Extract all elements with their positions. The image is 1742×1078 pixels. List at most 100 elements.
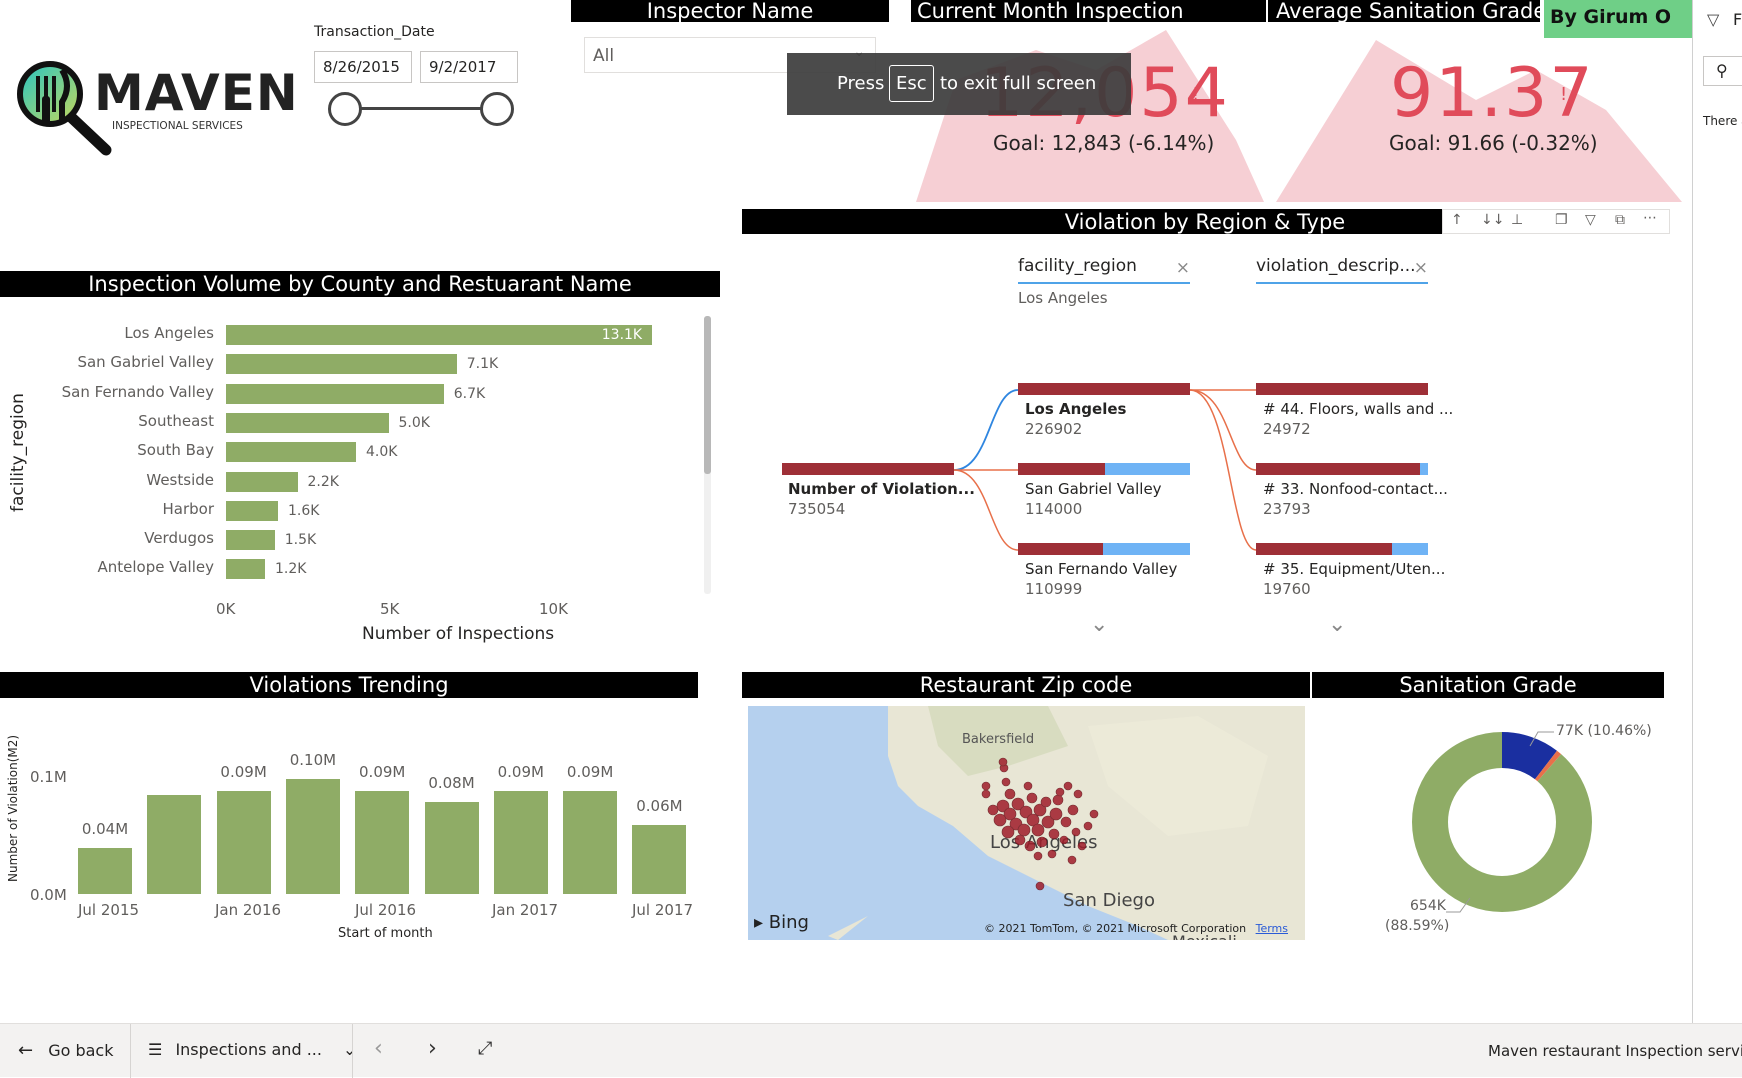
filter-icon[interactable]: ▽ <box>1585 212 1596 228</box>
decomp-regions-more-icon[interactable]: ⌄ <box>1090 612 1109 637</box>
trend-xlabel: Start of month <box>338 926 433 941</box>
donut-slice[interactable] <box>1412 732 1592 912</box>
trend-bar[interactable] <box>285 779 340 894</box>
filter-search-box[interactable]: ⚲ <box>1703 56 1742 86</box>
previous-page-icon[interactable]: ‹ <box>374 1036 383 1061</box>
decomp-type-value-0: 24972 <box>1263 420 1311 438</box>
next-page-icon[interactable]: › <box>428 1036 437 1061</box>
close-icon[interactable]: × <box>1413 258 1428 278</box>
map-canvas[interactable]: Bakersfield Los Angeles San Diego Mexica… <box>748 706 1305 940</box>
inspector-dropdown[interactable]: All ⌄ <box>584 37 876 73</box>
volume-xtick-0: 0K <box>216 600 236 618</box>
bing-icon: ▸ <box>754 912 764 933</box>
chevron-down-icon: ⌄ <box>343 1040 357 1059</box>
drill-up-icon[interactable]: ↑ <box>1451 212 1463 228</box>
drill-down-icon[interactable]: ↓↓ <box>1481 212 1505 228</box>
decomp-filter-region[interactable]: facility_region × <box>1018 256 1190 284</box>
volume-bar[interactable] <box>226 412 389 433</box>
go-back-button[interactable]: ← Go back <box>18 1040 113 1061</box>
volume-category-label: San Fernando Valley <box>61 382 214 401</box>
trend-data-label: 0.09M <box>359 762 406 781</box>
date-start-input[interactable]: 8/26/2015 <box>314 51 412 83</box>
trend-header: Violations Trending <box>0 672 698 698</box>
bing-logo: ▸ Bing <box>754 912 809 933</box>
donut-label-big-1: 654K <box>1410 898 1446 914</box>
trend-xtick-0: Jul 2015 <box>78 901 140 919</box>
expand-hierarchy-icon[interactable]: ⊥ <box>1511 212 1524 228</box>
volume-bar[interactable] <box>226 530 275 551</box>
trend-bar[interactable] <box>216 790 271 894</box>
volume-bar[interactable] <box>226 442 356 463</box>
kpi-grade-goal: Goal: 91.66 (-0.32%) <box>1389 131 1598 155</box>
volume-bar[interactable] <box>226 559 265 580</box>
volume-xtick-2: 10K <box>539 600 568 618</box>
filter-pane[interactable]: ▽ F ⚲ There a <box>1692 0 1742 1023</box>
trend-bar[interactable] <box>78 848 132 894</box>
focus-mode-icon[interactable]: ⧉ <box>1615 212 1625 228</box>
volume-category-label: Los Angeles <box>124 324 214 342</box>
trend-bar[interactable] <box>563 790 618 894</box>
more-options-icon[interactable]: ⋯ <box>1643 210 1657 226</box>
decomp-type-bar-2[interactable] <box>1256 543 1392 555</box>
volume-category-label: Westside <box>146 470 214 489</box>
filter-pane-icon[interactable]: ▽ <box>1707 10 1720 29</box>
volume-bar[interactable] <box>226 500 278 521</box>
volume-scrollbar[interactable] <box>704 316 711 594</box>
volume-bar[interactable] <box>226 325 652 345</box>
volume-data-label: 2.2K <box>307 473 339 490</box>
volume-bar[interactable] <box>226 383 444 404</box>
author-label: By Girum O <box>1550 6 1672 28</box>
kpi-current-flag: ! <box>1192 84 1200 105</box>
decomp-region-bar-2[interactable] <box>1018 543 1103 555</box>
page-selector[interactable]: ☰ Inspections and ... ⌄ <box>148 1040 356 1059</box>
bottom-nav-bar: ← Go back ☰ Inspections and ... ⌄ ‹ › ⤢ … <box>0 1023 1742 1078</box>
donut-chart <box>1412 732 1592 912</box>
volume-scroll-thumb[interactable] <box>704 316 711 474</box>
decomp-root-bar[interactable] <box>782 463 954 475</box>
go-back-label: Go back <box>48 1041 114 1060</box>
date-range-track <box>346 107 496 110</box>
volume-category-label: San Gabriel Valley <box>77 353 214 372</box>
trend-bar[interactable] <box>493 790 548 894</box>
divider <box>352 1024 353 1078</box>
volume-bar[interactable] <box>226 354 457 375</box>
trend-bar[interactable] <box>424 802 479 894</box>
date-end-handle[interactable] <box>480 92 514 126</box>
map-terms-link[interactable]: Terms <box>1255 922 1288 935</box>
copy-icon[interactable]: ❐ <box>1555 212 1568 228</box>
trend-bar[interactable] <box>632 825 687 894</box>
decomp-type-bar-1[interactable] <box>1256 463 1420 475</box>
volume-plot: Los Angeles 13.1K San Gabriel Valley 7.1K Sa… <box>0 310 700 600</box>
map-city-mexicali: Mexicali <box>1172 932 1237 940</box>
decomp-region-value-1: 114000 <box>1025 500 1083 518</box>
volume-data-label: 13.1K <box>601 327 643 343</box>
inspector-value: All <box>593 46 615 66</box>
close-icon[interactable]: × <box>1175 258 1190 278</box>
volume-category-label: Verdugos <box>144 529 214 548</box>
decomp-region-bar-1[interactable] <box>1018 463 1105 475</box>
trend-bar[interactable] <box>355 790 410 894</box>
volume-data-label: 1.6K <box>288 502 320 519</box>
decomp-filter-type[interactable]: violation_descrip... × <box>1256 256 1428 284</box>
kpi-current-goal: Goal: 12,843 (-6.14%) <box>993 131 1215 155</box>
report-brand: Maven restaurant Inspection services <box>1488 1042 1742 1060</box>
search-icon: ⚲ <box>1716 61 1728 80</box>
decomp-region-value-2: 110999 <box>1025 580 1083 598</box>
exit-fullscreen-icon[interactable]: ⤢ <box>478 1038 493 1059</box>
toast-press: Press <box>837 73 885 94</box>
volume-bar[interactable] <box>226 471 298 492</box>
filter-pane-f: F <box>1733 10 1742 29</box>
date-end-input[interactable]: 9/2/2017 <box>420 51 518 83</box>
decomp-type-label-2: # 35. Equipment/Uten... <box>1263 560 1446 578</box>
donut-label-big-2: (88.59%) <box>1385 918 1450 934</box>
decomp-filter-region-value: Los Angeles <box>1018 289 1108 307</box>
trend-bar[interactable] <box>147 795 202 894</box>
decomp-types-more-icon[interactable]: ⌄ <box>1328 612 1347 637</box>
kpi-grade-value: 91.37 <box>1390 54 1595 133</box>
decomp-region-bar-0[interactable] <box>1018 383 1190 395</box>
donut-header: Sanitation Grade <box>1312 672 1664 698</box>
map-city-sandiego: San Diego <box>1063 890 1155 911</box>
divider <box>130 1024 131 1078</box>
decomp-type-bar-0[interactable] <box>1256 383 1428 395</box>
date-start-handle[interactable] <box>328 92 362 126</box>
